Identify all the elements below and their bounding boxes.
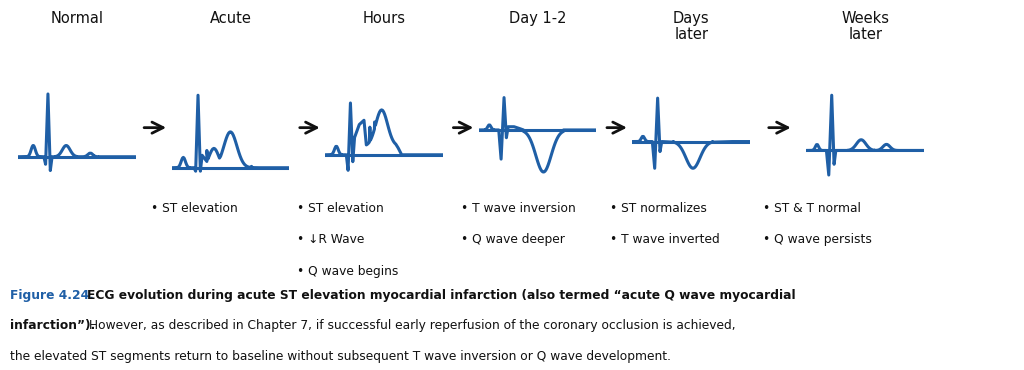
Text: ECG evolution during acute ST elevation myocardial infarction (also termed “acut: ECG evolution during acute ST elevation … — [87, 289, 796, 302]
Text: infarction”).: infarction”). — [10, 319, 95, 332]
Text: Days
later: Days later — [673, 11, 710, 42]
Text: • Q wave begins: • Q wave begins — [297, 265, 398, 278]
Text: Normal: Normal — [50, 11, 103, 26]
Text: Weeks
later: Weeks later — [842, 11, 889, 42]
Text: • ST & T normal: • ST & T normal — [763, 202, 861, 215]
Text: However, as described in Chapter 7, if successful early reperfusion of the coron: However, as described in Chapter 7, if s… — [85, 319, 735, 332]
Text: • ↓R Wave: • ↓R Wave — [297, 233, 365, 246]
Text: • Q wave deeper: • Q wave deeper — [461, 233, 564, 246]
Text: • ST normalizes: • ST normalizes — [610, 202, 708, 215]
Text: Figure 4.24.: Figure 4.24. — [10, 289, 94, 302]
Text: • ST elevation: • ST elevation — [297, 202, 384, 215]
Text: Hours: Hours — [362, 11, 406, 26]
Text: • Q wave persists: • Q wave persists — [763, 233, 871, 246]
Text: • T wave inverted: • T wave inverted — [610, 233, 720, 246]
Text: Day 1-2: Day 1-2 — [509, 11, 566, 26]
Text: • T wave inversion: • T wave inversion — [461, 202, 575, 215]
Text: • ST elevation: • ST elevation — [151, 202, 238, 215]
Text: Acute: Acute — [210, 11, 251, 26]
Text: the elevated ST segments return to baseline without subsequent T wave inversion : the elevated ST segments return to basel… — [10, 350, 672, 363]
